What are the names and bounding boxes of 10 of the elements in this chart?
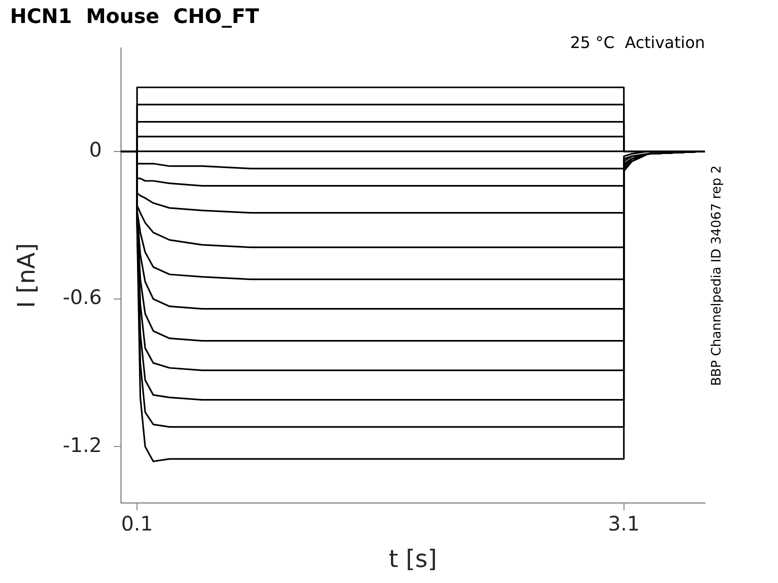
y-tick-label: 0: [89, 138, 102, 162]
y-tick-label: -0.6: [62, 285, 102, 310]
annotation: 25 °C Activation: [570, 33, 705, 52]
text: BBP Channelpedia ID 34067 rep 2: [709, 165, 724, 386]
x-axis-title: t [s]: [388, 544, 438, 573]
chart-title: HCN1 Mouse CHO_FT: [10, 4, 260, 28]
y-axis-title: I [nA]: [12, 243, 41, 308]
x-tick-label: 3.1: [608, 511, 640, 536]
x-tick-label: 0.1: [121, 511, 153, 536]
y-tick-label: -1.2: [62, 432, 102, 457]
